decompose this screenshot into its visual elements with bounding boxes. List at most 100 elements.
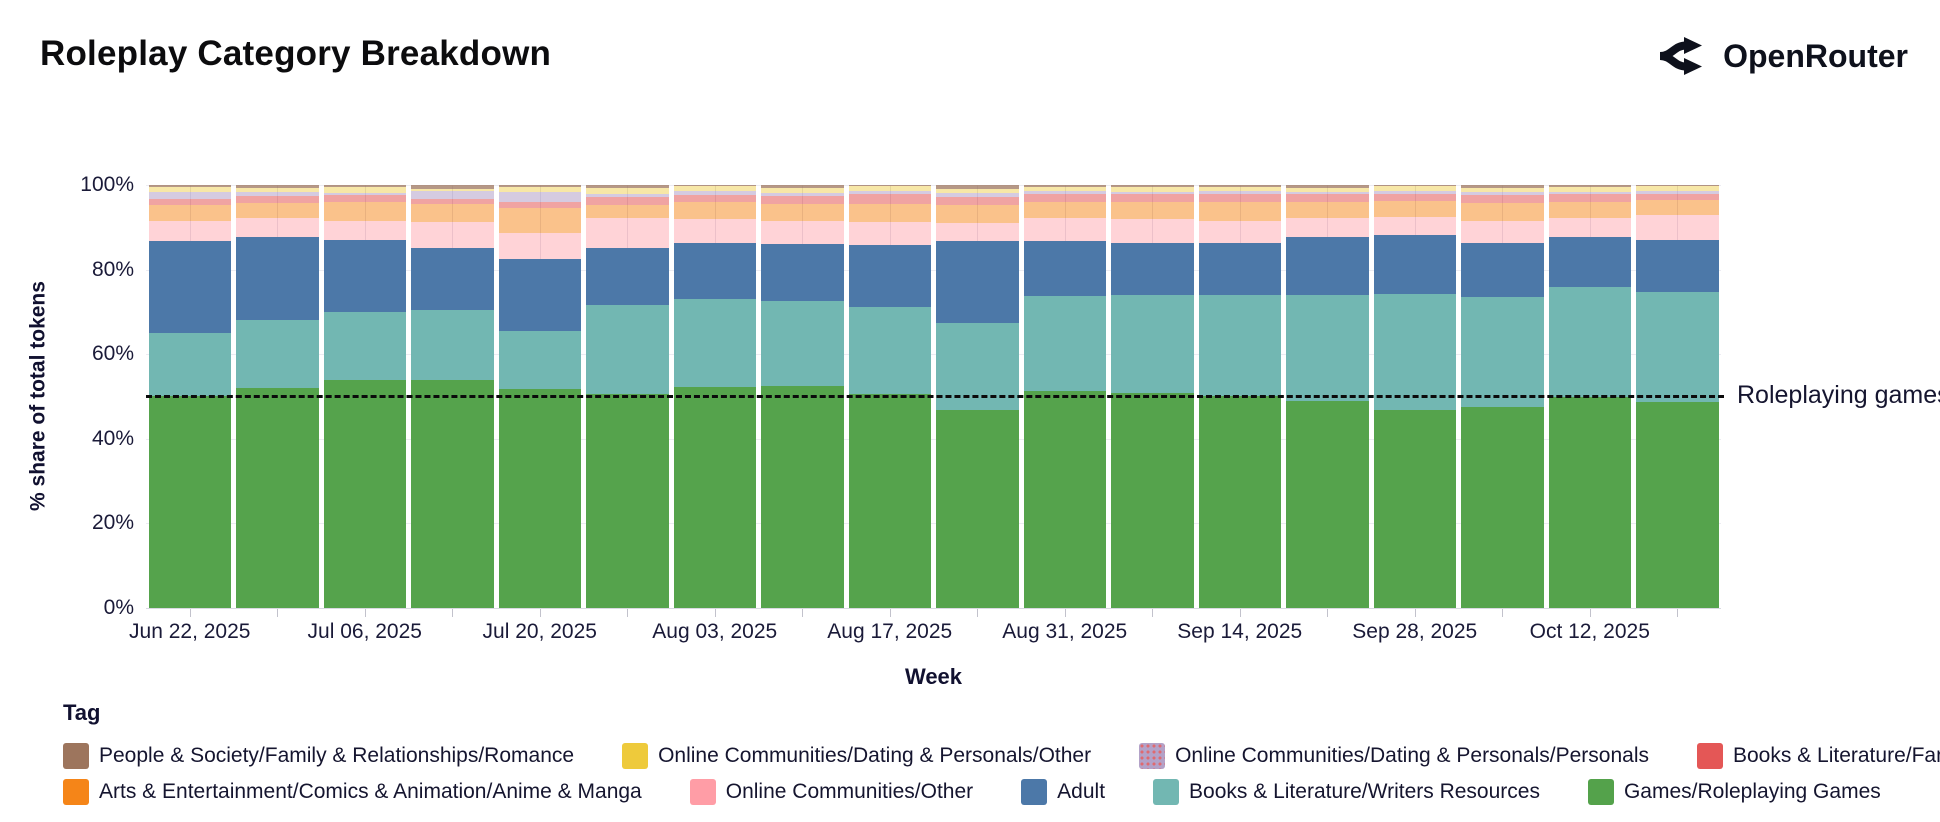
bar-segment[interactable] <box>1198 295 1281 396</box>
bar-segment[interactable] <box>1111 393 1194 608</box>
bar-segment[interactable] <box>236 202 319 219</box>
bar-segment[interactable] <box>148 241 231 334</box>
bar-segment[interactable] <box>1461 187 1544 193</box>
bar-segment[interactable] <box>1373 190 1456 194</box>
bar-segment[interactable] <box>148 220 231 242</box>
bar-segment[interactable] <box>586 185 669 188</box>
bar-segment[interactable] <box>1023 296 1106 391</box>
bar-segment[interactable] <box>1461 220 1544 244</box>
bar-segment[interactable] <box>1636 215 1719 241</box>
bar-segment[interactable] <box>1636 401 1719 608</box>
bar-segment[interactable] <box>236 236 319 320</box>
bar-segment[interactable] <box>148 192 231 199</box>
bar-segment[interactable] <box>936 241 1019 323</box>
bar-segment[interactable] <box>411 247 494 311</box>
bar-segment[interactable] <box>673 201 756 220</box>
bar-segment[interactable] <box>1286 201 1369 219</box>
legend-item[interactable]: Books & Literature/Writers Resources <box>1153 778 1540 805</box>
bar-segment[interactable] <box>1198 190 1281 194</box>
bar-segment[interactable] <box>1548 396 1631 608</box>
bar-segment[interactable] <box>148 187 231 193</box>
bar-segment[interactable] <box>1548 201 1631 219</box>
bar-segment[interactable] <box>1198 243 1281 296</box>
bar-segment[interactable] <box>673 387 756 608</box>
bar-segment[interactable] <box>323 201 406 221</box>
stacked-bar[interactable] <box>236 185 319 608</box>
bar-segment[interactable] <box>1636 190 1719 194</box>
bar-segment[interactable] <box>761 185 844 188</box>
bar-segment[interactable] <box>1198 185 1281 188</box>
bar-segment[interactable] <box>498 201 581 208</box>
legend-item[interactable]: Online Communities/Other <box>689 778 973 805</box>
bar-segment[interactable] <box>411 185 494 189</box>
bar-segment[interactable] <box>586 393 669 608</box>
bar-segment[interactable] <box>1373 410 1456 608</box>
bar-segment[interactable] <box>411 198 494 204</box>
bar-segment[interactable] <box>236 185 319 188</box>
bar-segment[interactable] <box>936 410 1019 608</box>
bar-segment[interactable] <box>761 203 844 221</box>
bar-segment[interactable] <box>586 304 669 394</box>
bar-segment[interactable] <box>673 195 756 202</box>
bar-segment[interactable] <box>498 331 581 390</box>
bar-segment[interactable] <box>1198 201 1281 221</box>
bar-segment[interactable] <box>1111 219 1194 243</box>
bar-segment[interactable] <box>1636 240 1719 293</box>
bar-segment[interactable] <box>323 379 406 608</box>
bar-segment[interactable] <box>1461 202 1544 221</box>
bar-segment[interactable] <box>1286 187 1369 193</box>
stacked-bar[interactable] <box>1023 185 1106 608</box>
bar-segment[interactable] <box>1023 190 1106 195</box>
bar-segment[interactable] <box>323 239 406 313</box>
bar-segment[interactable] <box>848 221 931 245</box>
stacked-bar[interactable] <box>323 185 406 608</box>
bar-segment[interactable] <box>586 218 669 248</box>
stacked-bar[interactable] <box>586 185 669 608</box>
legend-item[interactable]: Adult <box>1021 778 1105 805</box>
legend-item[interactable]: People & Society/Family & Relationships/… <box>63 742 574 769</box>
bar-segment[interactable] <box>1111 242 1194 296</box>
bar-segment[interactable] <box>1023 187 1106 191</box>
bar-segment[interactable] <box>411 190 494 199</box>
bar-segment[interactable] <box>848 393 931 608</box>
bar-segment[interactable] <box>1548 194 1631 202</box>
bar-segment[interactable] <box>1461 243 1544 298</box>
bar-segment[interactable] <box>1286 194 1369 202</box>
bar-segment[interactable] <box>323 220 406 240</box>
bar-segment[interactable] <box>236 218 319 237</box>
bar-segment[interactable] <box>1111 187 1194 192</box>
bar-segment[interactable] <box>848 193 931 204</box>
bar-segment[interactable] <box>1461 195 1544 203</box>
bar-segment[interactable] <box>1636 185 1719 187</box>
bar-segment[interactable] <box>1286 192 1369 195</box>
bar-segment[interactable] <box>1023 390 1106 608</box>
stacked-bar[interactable] <box>761 185 844 608</box>
stacked-bar[interactable] <box>848 185 931 608</box>
stacked-bar[interactable] <box>1373 185 1456 608</box>
bar-segment[interactable] <box>1111 191 1194 194</box>
bar-segment[interactable] <box>1023 201 1106 219</box>
bar-segment[interactable] <box>1636 193 1719 201</box>
bar-segment[interactable] <box>1461 407 1544 608</box>
bar-segment[interactable] <box>236 192 319 197</box>
bar-segment[interactable] <box>936 192 1019 197</box>
bar-segment[interactable] <box>586 196 669 205</box>
bar-segment[interactable] <box>1373 217 1456 235</box>
bar-segment[interactable] <box>1461 297 1544 408</box>
bar-segment[interactable] <box>1198 220 1281 244</box>
bar-segment[interactable] <box>1286 218 1369 238</box>
bar-segment[interactable] <box>936 185 1019 189</box>
bar-segment[interactable] <box>848 185 931 187</box>
bar-segment[interactable] <box>498 207 581 233</box>
bar-segment[interactable] <box>1111 201 1194 220</box>
bar-segment[interactable] <box>411 380 494 608</box>
bar-segment[interactable] <box>848 186 931 191</box>
bar-segment[interactable] <box>936 196 1019 205</box>
stacked-bar[interactable] <box>1461 185 1544 608</box>
bar-segment[interactable] <box>761 385 844 608</box>
bar-segment[interactable] <box>761 192 844 197</box>
bar-segment[interactable] <box>236 196 319 203</box>
bar-segment[interactable] <box>1373 193 1456 202</box>
bar-segment[interactable] <box>1548 237 1631 287</box>
stacked-bar[interactable] <box>411 185 494 608</box>
